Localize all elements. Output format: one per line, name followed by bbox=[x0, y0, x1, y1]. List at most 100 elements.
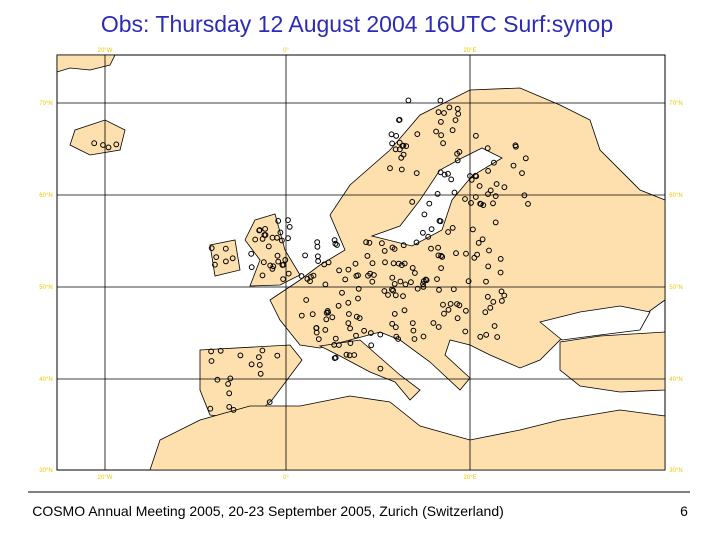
station bbox=[428, 226, 435, 233]
station bbox=[491, 159, 497, 166]
station bbox=[345, 320, 352, 327]
station bbox=[420, 284, 427, 290]
station bbox=[222, 245, 229, 252]
station bbox=[392, 324, 399, 331]
station bbox=[492, 193, 499, 200]
station bbox=[346, 311, 352, 317]
station bbox=[477, 333, 484, 340]
station bbox=[395, 260, 402, 267]
station bbox=[230, 407, 237, 413]
station bbox=[368, 330, 374, 336]
station bbox=[304, 276, 311, 282]
station bbox=[411, 336, 418, 342]
station bbox=[454, 157, 461, 164]
station bbox=[426, 200, 433, 207]
station bbox=[285, 270, 292, 277]
station bbox=[398, 166, 405, 173]
station bbox=[270, 263, 277, 270]
station bbox=[412, 270, 418, 276]
station bbox=[425, 233, 432, 240]
station bbox=[439, 254, 446, 260]
station bbox=[433, 128, 440, 135]
station bbox=[449, 225, 456, 231]
station bbox=[260, 259, 267, 266]
station bbox=[390, 287, 397, 294]
station bbox=[285, 217, 291, 224]
station bbox=[420, 229, 426, 236]
station bbox=[440, 140, 447, 147]
station bbox=[398, 154, 405, 161]
station bbox=[402, 281, 409, 288]
station bbox=[435, 324, 442, 330]
station bbox=[275, 258, 282, 265]
station bbox=[476, 183, 483, 189]
station bbox=[303, 297, 310, 303]
station bbox=[525, 201, 531, 207]
station bbox=[403, 143, 410, 150]
black-sea bbox=[539, 305, 651, 341]
station bbox=[450, 286, 457, 293]
station bbox=[513, 143, 519, 150]
station bbox=[347, 325, 354, 332]
station bbox=[322, 327, 329, 333]
map: 20°W 20°W 0° 0° 20°E 20°E 70°N 70°N 60°N 60°N 50°N… bbox=[39, 48, 682, 481]
station bbox=[493, 181, 500, 187]
station bbox=[430, 320, 437, 326]
station bbox=[519, 170, 525, 177]
station bbox=[280, 261, 287, 268]
station bbox=[379, 240, 385, 247]
station bbox=[361, 327, 368, 334]
lon-label: 20°E bbox=[463, 48, 476, 54]
station bbox=[414, 131, 421, 138]
station bbox=[436, 287, 442, 293]
station bbox=[339, 289, 345, 296]
station bbox=[474, 251, 481, 258]
station bbox=[229, 255, 236, 262]
footer-text: COSMO Annual Meeting 2005, 20-23 Septemb… bbox=[32, 503, 504, 519]
station bbox=[315, 258, 322, 265]
station bbox=[324, 308, 331, 314]
lat-label: 70°N bbox=[39, 101, 52, 107]
station bbox=[343, 351, 350, 358]
station bbox=[399, 143, 406, 149]
station bbox=[420, 281, 426, 288]
station bbox=[413, 239, 420, 246]
africa bbox=[149, 395, 666, 471]
station bbox=[367, 270, 374, 277]
station bbox=[437, 169, 444, 176]
station bbox=[381, 248, 388, 254]
station bbox=[331, 341, 338, 348]
station bbox=[389, 244, 396, 251]
lon-label: 20°W bbox=[98, 48, 113, 54]
station bbox=[389, 286, 395, 293]
lat-label: 40°N bbox=[39, 377, 52, 383]
station bbox=[252, 236, 259, 243]
station bbox=[225, 381, 232, 387]
station bbox=[490, 299, 497, 305]
station bbox=[451, 189, 458, 196]
station bbox=[391, 311, 398, 317]
station bbox=[475, 240, 482, 246]
station bbox=[371, 272, 377, 278]
station bbox=[323, 316, 330, 323]
station bbox=[487, 304, 494, 311]
station bbox=[364, 253, 371, 259]
station bbox=[468, 176, 475, 183]
station bbox=[449, 127, 456, 134]
station bbox=[279, 237, 285, 244]
station bbox=[395, 336, 402, 342]
station bbox=[471, 254, 478, 261]
station bbox=[214, 376, 221, 383]
station bbox=[385, 292, 391, 298]
station bbox=[473, 132, 479, 139]
station bbox=[398, 262, 405, 269]
station bbox=[342, 276, 349, 283]
station bbox=[256, 354, 262, 361]
station bbox=[434, 276, 440, 283]
station bbox=[207, 405, 214, 412]
station bbox=[485, 263, 492, 270]
station bbox=[454, 301, 460, 307]
station bbox=[298, 312, 305, 319]
station bbox=[454, 315, 461, 322]
station bbox=[248, 361, 255, 368]
